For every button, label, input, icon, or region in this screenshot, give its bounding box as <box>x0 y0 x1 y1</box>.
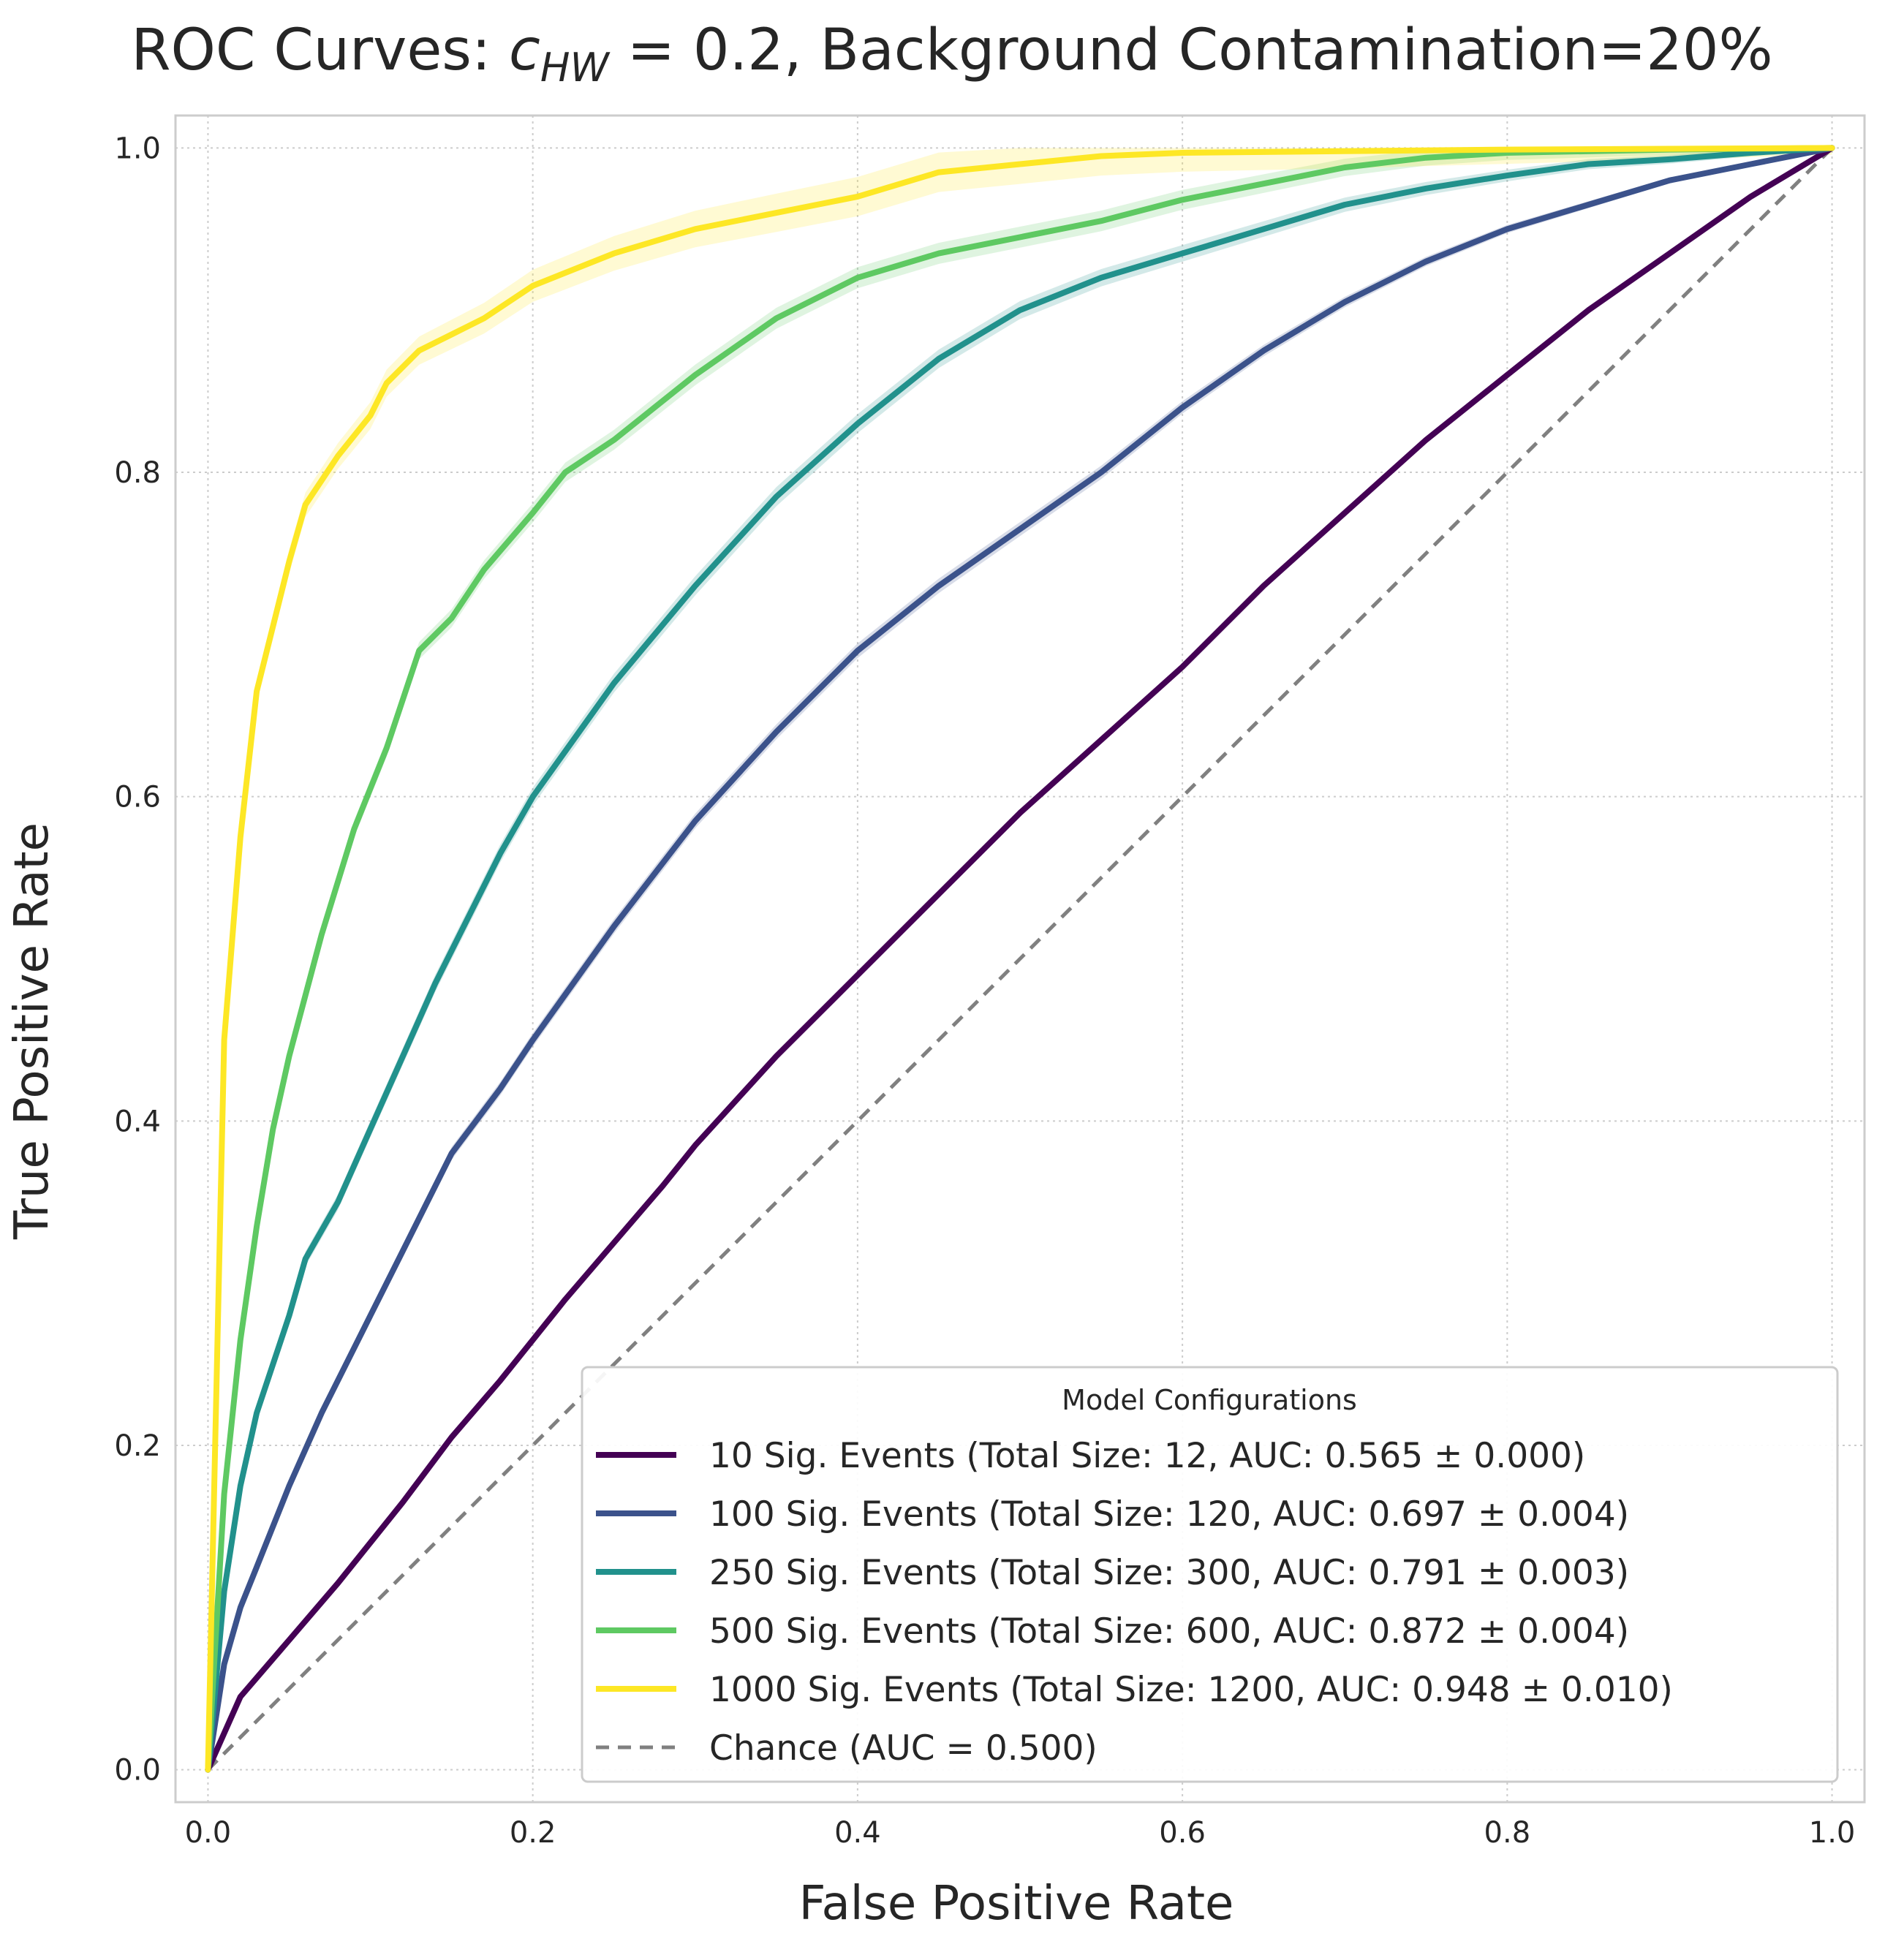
y-axis-ticks: 0.0 0.2 0.4 0.6 0.8 1.0 <box>114 132 161 1787</box>
line-series-4 <box>205 145 1835 1773</box>
legend-title: Model Configurations <box>1062 1384 1357 1416</box>
legend-label-4: 1000 Sig. Events (Total Size: 1200, AUC:… <box>709 1670 1673 1710</box>
line-series-2 <box>205 145 1835 1773</box>
grid <box>175 116 1865 1802</box>
y-tick-label-1: 0.2 <box>114 1429 161 1463</box>
line-series-3 <box>205 145 1835 1773</box>
x-tick-label-1: 0.2 <box>510 1816 556 1850</box>
y-axis-label: True Positive Rate <box>5 822 59 1240</box>
x-axis-label: False Positive Rate <box>799 1877 1234 1931</box>
x-axis-ticks: 0.0 0.2 0.4 0.6 0.8 1.0 <box>185 1816 1856 1850</box>
legend-entries: 10 Sig. Events (Total Size: 12, AUC: 0.5… <box>596 1436 1673 1769</box>
x-tick-label-0: 0.0 <box>185 1816 232 1850</box>
legend-label-1: 100 Sig. Events (Total Size: 120, AUC: 0… <box>709 1494 1629 1535</box>
y-tick-label-4: 0.8 <box>114 456 161 490</box>
title-suffix: = 0.2, Background Contamination=20% <box>609 18 1773 83</box>
line-series-0 <box>205 145 1835 1773</box>
x-tick-label-2: 0.4 <box>834 1816 881 1850</box>
roc-lines <box>205 145 1835 1773</box>
legend-box <box>581 1366 1839 1783</box>
x-tick-label-4: 0.8 <box>1484 1816 1531 1850</box>
title-prefix: ROC Curves: <box>131 18 509 83</box>
line-series-1 <box>205 145 1835 1773</box>
chart-title: ROC Curves: cHW = 0.2, Background Contam… <box>131 18 1772 91</box>
y-tick-label-2: 0.4 <box>114 1105 161 1138</box>
legend-label-2: 250 Sig. Events (Total Size: 300, AUC: 0… <box>709 1553 1629 1593</box>
title-subscript: HW <box>540 45 611 91</box>
y-tick-label-5: 1.0 <box>114 132 161 165</box>
line-series-5 <box>206 146 1834 1771</box>
legend: Model Configurations 10 Sig. Events (Tot… <box>581 1366 1839 1783</box>
x-tick-label-5: 1.0 <box>1809 1816 1856 1850</box>
legend-label-0: 10 Sig. Events (Total Size: 12, AUC: 0.5… <box>709 1436 1585 1476</box>
y-tick-label-3: 0.6 <box>114 781 161 814</box>
y-tick-label-0: 0.0 <box>114 1754 161 1788</box>
plot-frame <box>174 114 1866 1804</box>
x-tick-label-3: 0.6 <box>1159 1816 1206 1850</box>
legend-label-5: Chance (AUC = 0.500) <box>709 1728 1098 1769</box>
title-symbol: c <box>509 18 540 83</box>
legend-label-3: 500 Sig. Events (Total Size: 600, AUC: 0… <box>709 1611 1629 1652</box>
